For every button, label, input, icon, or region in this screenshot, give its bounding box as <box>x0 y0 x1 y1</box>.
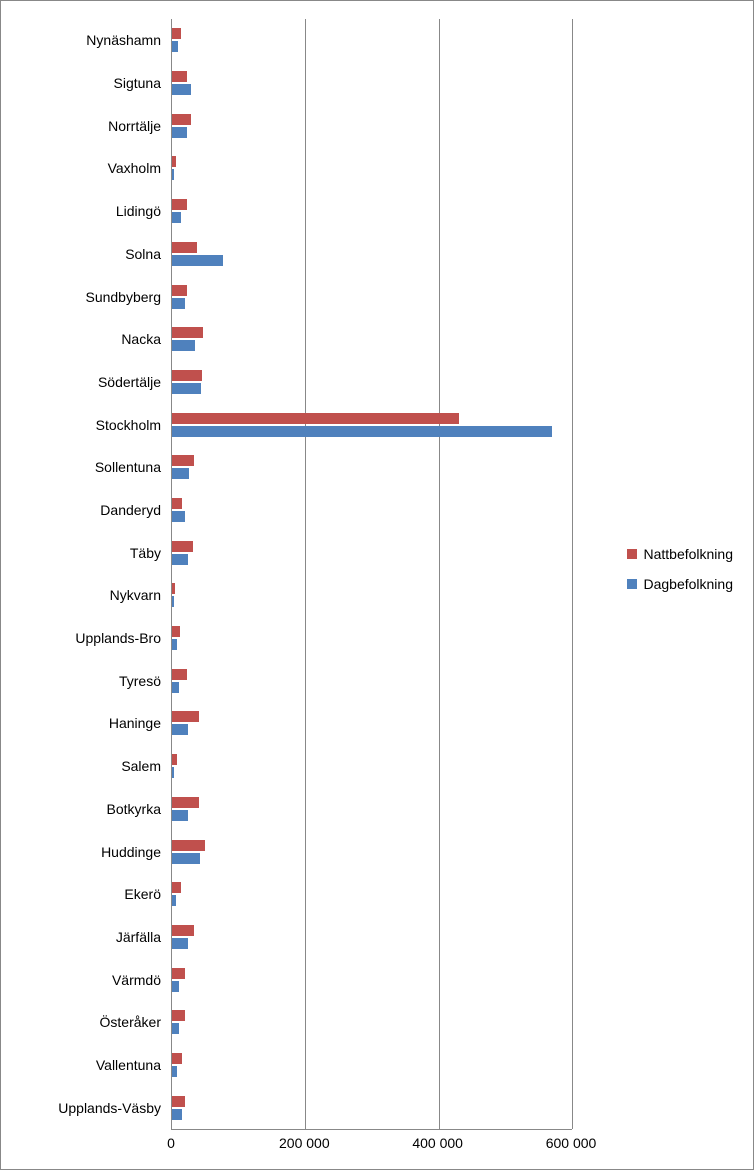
legend-label: Nattbefolkning <box>643 546 733 562</box>
bar-dag <box>172 1023 179 1034</box>
category-label: Värmdö <box>112 972 161 988</box>
bar-natt <box>172 583 175 594</box>
bar-natt <box>172 370 202 381</box>
bar-natt <box>172 626 180 637</box>
bar-dag <box>172 426 552 437</box>
category-label: Haninge <box>109 715 161 731</box>
bar-dag <box>172 340 195 351</box>
bar-natt <box>172 669 187 680</box>
category-label: Vaxholm <box>108 160 161 176</box>
bar-natt <box>172 199 187 210</box>
category-label: Nykvarn <box>110 587 161 603</box>
bar-dag <box>172 41 178 52</box>
chart-container: Nynäshamn Sigtuna Norrtälje Vaxholm Lidingö S… <box>0 0 754 1170</box>
bar-dag <box>172 84 191 95</box>
bar-dag <box>172 724 188 735</box>
bar-natt <box>172 71 187 82</box>
y-axis-labels: Nynäshamn Sigtuna Norrtälje Vaxholm Lidingö S… <box>1 19 161 1129</box>
bar-dag <box>172 596 174 607</box>
bar-dag <box>172 895 176 906</box>
bar-natt <box>172 1096 185 1107</box>
category-label: Sundbyberg <box>85 289 161 305</box>
bar-dag <box>172 255 223 266</box>
bar-dag <box>172 938 188 949</box>
bar-dag <box>172 682 179 693</box>
category-label: Stockholm <box>96 417 161 433</box>
category-label: Norrtälje <box>108 118 161 134</box>
category-label: Järfälla <box>116 929 161 945</box>
bar-natt <box>172 882 181 893</box>
bar-natt <box>172 413 459 424</box>
category-label: Solna <box>125 246 161 262</box>
category-label: Upplands-Väsby <box>58 1100 161 1116</box>
bar-natt <box>172 711 199 722</box>
bar-natt <box>172 285 187 296</box>
bar-natt <box>172 28 181 39</box>
bar-dag <box>172 468 189 479</box>
gridline <box>305 19 306 1129</box>
bar-dag <box>172 127 187 138</box>
bar-natt <box>172 541 193 552</box>
bar-dag <box>172 298 185 309</box>
bar-dag <box>172 212 181 223</box>
bar-natt <box>172 1053 182 1064</box>
bar-dag <box>172 810 188 821</box>
legend-item-natt: Nattbefolkning <box>627 546 733 562</box>
bar-dag <box>172 639 177 650</box>
bar-natt <box>172 754 177 765</box>
gridline <box>439 19 440 1129</box>
bar-dag <box>172 1109 182 1120</box>
category-label: Tyresö <box>119 673 161 689</box>
bar-natt <box>172 840 205 851</box>
category-label: Täby <box>130 545 161 561</box>
category-label: Nacka <box>121 331 161 347</box>
category-label: Botkyrka <box>107 801 161 817</box>
legend: Nattbefolkning Dagbefolkning <box>627 546 733 606</box>
bar-natt <box>172 1010 185 1021</box>
bar-natt <box>172 925 194 936</box>
category-label: Nynäshamn <box>86 32 161 48</box>
x-tick-label: 400 000 <box>412 1135 463 1151</box>
category-label: Danderyd <box>100 502 161 518</box>
category-label: Sigtuna <box>114 75 161 91</box>
category-label: Ekerö <box>124 886 161 902</box>
x-tick-label: 600 000 <box>546 1135 597 1151</box>
bar-natt <box>172 156 176 167</box>
category-label: Lidingö <box>116 203 161 219</box>
bar-dag <box>172 511 185 522</box>
bar-dag <box>172 853 200 864</box>
bar-natt <box>172 242 197 253</box>
gridline <box>572 19 573 1129</box>
category-label: Upplands-Bro <box>75 630 161 646</box>
bar-dag <box>172 1066 177 1077</box>
legend-swatch-icon <box>627 549 637 559</box>
x-tick-label: 200 000 <box>279 1135 330 1151</box>
bar-natt <box>172 114 191 125</box>
legend-label: Dagbefolkning <box>643 576 733 592</box>
bar-dag <box>172 554 188 565</box>
bar-dag <box>172 169 174 180</box>
bar-natt <box>172 968 185 979</box>
bar-natt <box>172 498 182 509</box>
category-label: Södertälje <box>98 374 161 390</box>
category-label: Salem <box>121 758 161 774</box>
bar-dag <box>172 981 179 992</box>
category-label: Sollentuna <box>95 459 161 475</box>
category-label: Huddinge <box>101 844 161 860</box>
x-tick-label: 0 <box>167 1135 175 1151</box>
legend-item-dag: Dagbefolkning <box>627 576 733 592</box>
bar-natt <box>172 797 199 808</box>
bar-dag <box>172 767 174 778</box>
category-label: Vallentuna <box>96 1057 161 1073</box>
bar-natt <box>172 327 203 338</box>
legend-swatch-icon <box>627 579 637 589</box>
bar-natt <box>172 455 194 466</box>
plot-area <box>171 19 572 1130</box>
bar-dag <box>172 383 201 394</box>
category-label: Österåker <box>100 1014 161 1030</box>
